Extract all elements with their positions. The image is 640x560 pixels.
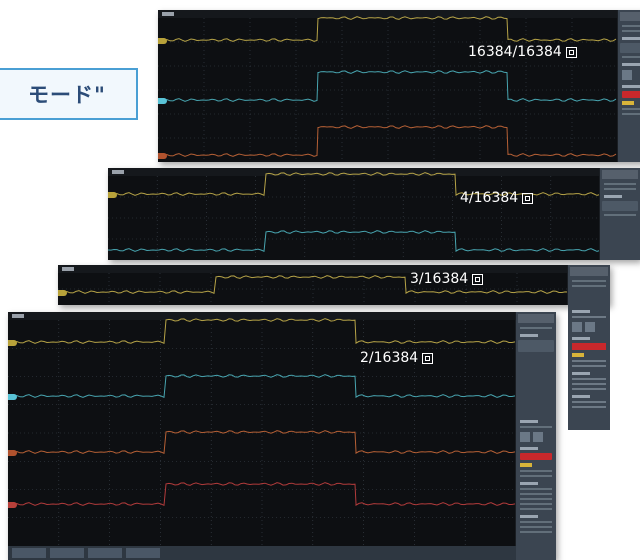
ch1-trace [158,16,617,42]
ch1-trace [8,318,516,345]
segment-window-4: 4/16384 [108,168,640,260]
ch1-marker [108,192,117,198]
ch2-marker [8,394,17,400]
waveform-display [8,318,516,546]
segment-counter: 4/16384 [460,190,534,206]
scope-top-bar [108,168,600,176]
ch4-trace [8,482,516,507]
ch4-marker [8,502,17,508]
scope-side-panel [617,10,640,162]
segment-counter-text: 4/16384 [460,190,519,206]
ch1-marker [8,340,17,346]
ch2-trace [108,230,600,253]
scope-side-panel [515,312,556,560]
ch1-trace [108,172,600,197]
ch3-marker [8,450,17,456]
segment-window-3: 3/16384 [58,265,610,305]
square-frame-icon[interactable] [565,46,577,58]
scope-side-panel-extension [568,305,610,430]
segment-counter: 3/16384 [410,271,484,287]
square-frame-icon[interactable] [472,273,484,285]
mode-label: モード" [28,83,106,107]
ch3-marker [158,153,167,159]
ch2-marker [158,98,167,104]
mode-label-box: モード" [0,68,138,120]
ch3-trace [8,430,516,455]
ch1-marker [158,38,167,44]
waveform-display [108,172,600,260]
square-frame-icon[interactable] [522,192,534,204]
segment-window-16384: 16384/16384 [158,10,640,162]
scope-side-panel [599,168,640,260]
waveform-display [58,273,568,305]
ch3-trace [158,125,617,157]
segment-counter-text: 16384/16384 [468,44,562,60]
segment-window-2: 2/16384 [8,312,556,560]
ch1-marker [58,290,67,296]
segment-counter-text: 2/16384 [360,350,419,366]
scope-top-bar [8,312,516,320]
segment-counter-text: 3/16384 [410,271,469,287]
segment-counter: 16384/16384 [468,44,577,60]
scope-top-bar [158,10,618,18]
scope-top-bar [58,265,568,273]
ch2-trace [158,70,617,102]
ch2-trace [8,374,516,399]
waveform-display [158,16,618,162]
ch1-trace [58,275,568,295]
scope-side-panel [567,265,610,305]
scope-bottom-bar [8,546,516,560]
segment-counter: 2/16384 [360,350,434,366]
square-frame-icon[interactable] [422,352,434,364]
